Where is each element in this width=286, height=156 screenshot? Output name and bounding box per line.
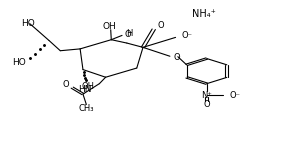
Text: N⁺: N⁺ (201, 91, 212, 100)
Text: O⁻: O⁻ (229, 91, 240, 100)
Text: O: O (125, 30, 132, 39)
Text: O: O (62, 80, 69, 89)
Text: HO: HO (12, 58, 26, 67)
Text: O: O (157, 21, 164, 30)
Text: O: O (174, 53, 180, 62)
Text: H: H (126, 29, 132, 38)
Text: OH: OH (81, 82, 94, 91)
Text: HN: HN (78, 85, 92, 94)
Text: O: O (203, 100, 210, 109)
Text: O⁻: O⁻ (182, 31, 193, 40)
Text: OH: OH (103, 22, 117, 31)
Text: HO: HO (21, 19, 34, 28)
Text: NH₄⁺: NH₄⁺ (192, 9, 216, 19)
Text: CH₃: CH₃ (79, 104, 94, 113)
